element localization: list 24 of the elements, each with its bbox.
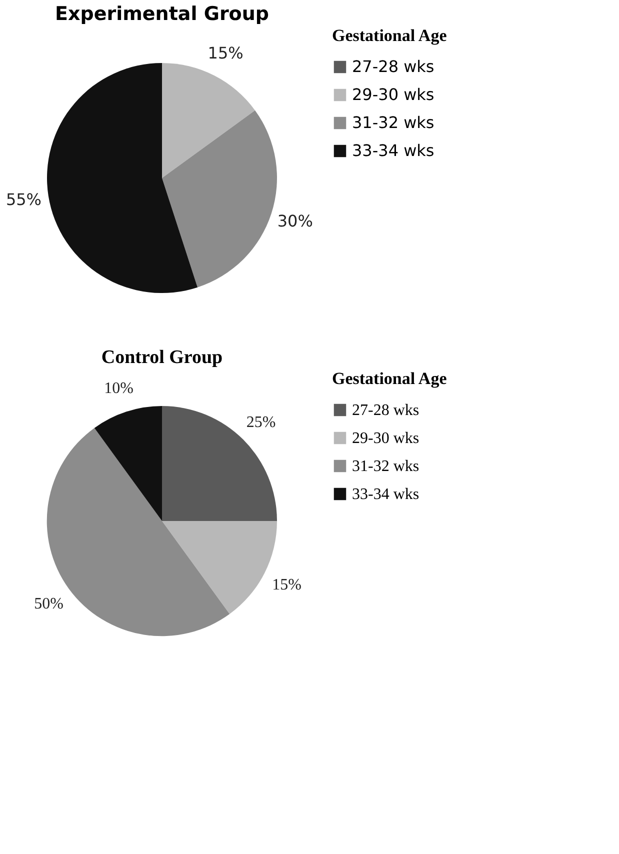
legend-label: 29-30 wks xyxy=(352,430,420,447)
legend-label: 33-34 wks xyxy=(352,486,420,503)
pie-slice xyxy=(162,110,277,288)
chart-title: Experimental Group xyxy=(55,3,269,25)
pie-slice xyxy=(162,63,256,178)
chart-title: Control Group xyxy=(101,347,223,368)
legend-label: 27-28 wks xyxy=(352,57,434,76)
data-label: 55% xyxy=(6,190,42,209)
legend-title: Gestational Age xyxy=(332,369,448,388)
legend-label: 27-28 wks xyxy=(352,402,420,419)
pie-slice xyxy=(94,406,162,521)
data-label: 50% xyxy=(34,595,64,612)
data-label: 15% xyxy=(272,576,302,594)
legend-label: 29-30 wks xyxy=(352,85,434,104)
data-label: 30% xyxy=(277,211,313,230)
legend-label: 31-32 wks xyxy=(352,458,420,475)
data-label: 25% xyxy=(246,414,276,432)
legend-label: 31-32 wks xyxy=(352,113,434,132)
pie-slice xyxy=(47,63,198,293)
legend-label: 33-34 wks xyxy=(352,141,434,160)
pie-slice xyxy=(162,406,277,521)
data-label: 15% xyxy=(208,43,244,62)
legend-title: Gestational Age xyxy=(332,26,448,45)
data-label: 10% xyxy=(104,380,134,397)
